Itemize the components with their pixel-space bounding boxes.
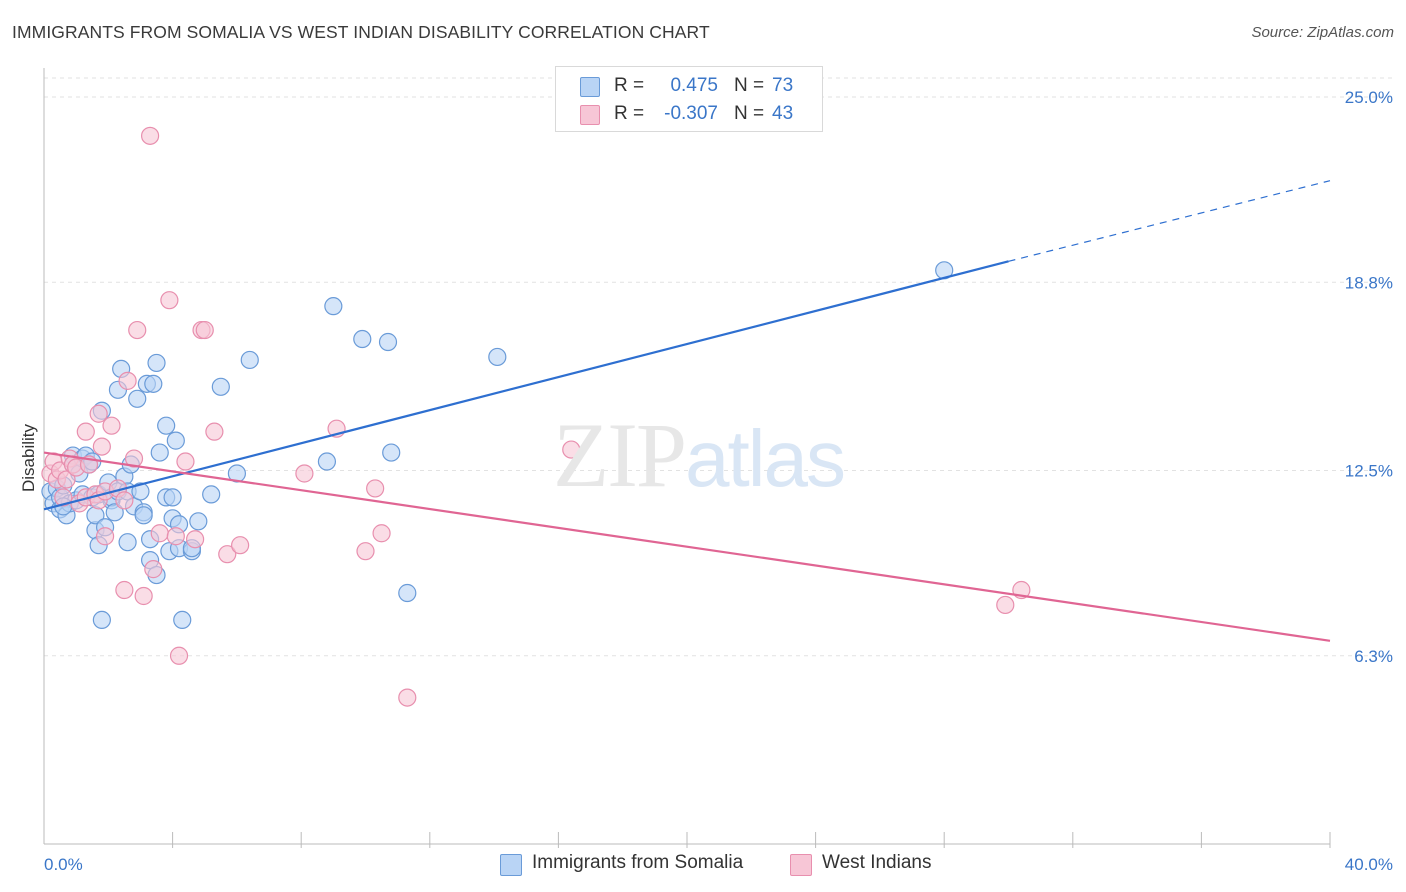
westindian-point-29 (150, 524, 169, 543)
somalia-point-61 (211, 377, 230, 396)
somalia-point-53 (166, 431, 185, 450)
x-tick-label-max: 40.0% (1345, 855, 1393, 874)
somalia-point-45 (147, 353, 166, 373)
westindian-point-25 (128, 320, 147, 340)
westindian-point-44 (372, 524, 391, 543)
somalia-point-65 (324, 297, 343, 316)
westindian-point-18 (95, 527, 115, 546)
legend-n-value-westindian: 43 (772, 103, 794, 124)
somalia-point-23 (92, 610, 111, 630)
westindian-point-19 (102, 416, 121, 435)
westindian-point-45 (398, 688, 417, 707)
legend-r-label: R = (614, 75, 645, 96)
westindian-point-22 (115, 580, 134, 600)
westindian-point-11 (76, 422, 95, 441)
watermark-zip: ZIP (553, 404, 687, 506)
somalia-point-70 (488, 347, 507, 367)
legend-row-somalia: R = 0.475 N = 73 (556, 72, 822, 100)
legend-n-label: N = (734, 75, 765, 96)
somalia-point-64 (317, 452, 337, 471)
somalia-trend-extension (1008, 180, 1331, 262)
somalia-point-67 (378, 332, 398, 352)
westindian-point-21 (115, 491, 134, 510)
somalia-point-56 (173, 610, 192, 630)
westindian-point-43 (366, 479, 385, 498)
bottom-legend-label-somalia: Immigrants from Somalia (532, 852, 744, 873)
bottom-legend-label-westindian: West Indians (822, 852, 932, 873)
x-tick-label-min: 0.0% (44, 855, 83, 874)
y-tick-label-0: 6.3% (1354, 647, 1393, 666)
westindian-trend-line (43, 451, 1331, 642)
somalia-point-38 (131, 482, 150, 501)
westindian-point-28 (144, 560, 163, 579)
westindian-point-34 (186, 530, 205, 549)
westindian-point-31 (166, 527, 185, 546)
legend-swatch-somalia (580, 77, 600, 97)
westindian-point-33 (176, 452, 195, 471)
westindian-point-30 (160, 291, 179, 310)
legend-r-value-somalia: 0.475 (670, 75, 718, 96)
legend-swatch-westindian (580, 105, 600, 125)
somalia-point-48 (157, 416, 176, 435)
westindian-point-15 (89, 404, 108, 423)
westindian-point-36 (195, 320, 214, 340)
westindian-point-5 (57, 470, 76, 489)
somalia-point-33 (118, 533, 137, 552)
somalia-trend-line (43, 260, 1009, 511)
somalia-point-66 (353, 329, 372, 349)
legend-n-label: N = (734, 103, 765, 124)
westindian-point-47 (996, 595, 1015, 615)
somalia-point-28 (105, 503, 124, 522)
westindian-point-37 (205, 422, 224, 441)
westindian-point-27 (140, 126, 160, 145)
somalia-point-68 (382, 443, 401, 462)
westindian-point-16 (92, 437, 111, 456)
westindian-point-4 (54, 488, 73, 507)
watermark-atlas: atlas (685, 414, 846, 503)
y-axis-title: Disability (19, 423, 38, 492)
watermark: ZIPatlas (553, 402, 846, 508)
y-tick-label-2: 18.8% (1345, 273, 1393, 292)
somalia-point-60 (202, 485, 221, 504)
somalia-point-63 (240, 350, 259, 370)
bottom-legend-swatch-somalia (500, 854, 522, 876)
westindian-point-38 (218, 545, 237, 564)
y-tick-label-1: 12.5% (1345, 462, 1393, 481)
chart-title: IMMIGRANTS FROM SOMALIA VS WEST INDIAN D… (12, 22, 710, 42)
westindian-point-42 (356, 542, 375, 561)
somalia-point-59 (189, 512, 208, 531)
westindian-point-39 (231, 536, 250, 555)
westindian-point-24 (124, 449, 144, 468)
legend-r-label: R = (614, 103, 645, 124)
correlation-legend: R = 0.475 N = 73 R = -0.307 N = 43 (555, 66, 823, 132)
somalia-point-51 (163, 488, 182, 507)
westindian-point-32 (169, 646, 189, 665)
westindian-point-26 (134, 586, 153, 606)
bottom-legend-swatch-westindian (790, 854, 812, 876)
somalia-point-44 (144, 374, 163, 393)
westindian-point-46 (562, 440, 581, 459)
somalia-point-37 (128, 389, 147, 408)
legend-row-westindian: R = -0.307 N = 43 (556, 100, 822, 128)
westindian-point-40 (295, 464, 314, 483)
somalia-point-69 (398, 583, 417, 603)
legend-r-value-westindian: -0.307 (664, 103, 718, 124)
westindian-point-23 (118, 371, 137, 390)
somalia-point-40 (134, 506, 153, 525)
somalia-point-62 (227, 464, 246, 483)
source-label: Source: ZipAtlas.com (1251, 24, 1394, 41)
somalia-point-47 (150, 443, 169, 462)
y-tick-label-3: 25.0% (1345, 88, 1393, 107)
legend-n-value-somalia: 73 (772, 75, 794, 96)
